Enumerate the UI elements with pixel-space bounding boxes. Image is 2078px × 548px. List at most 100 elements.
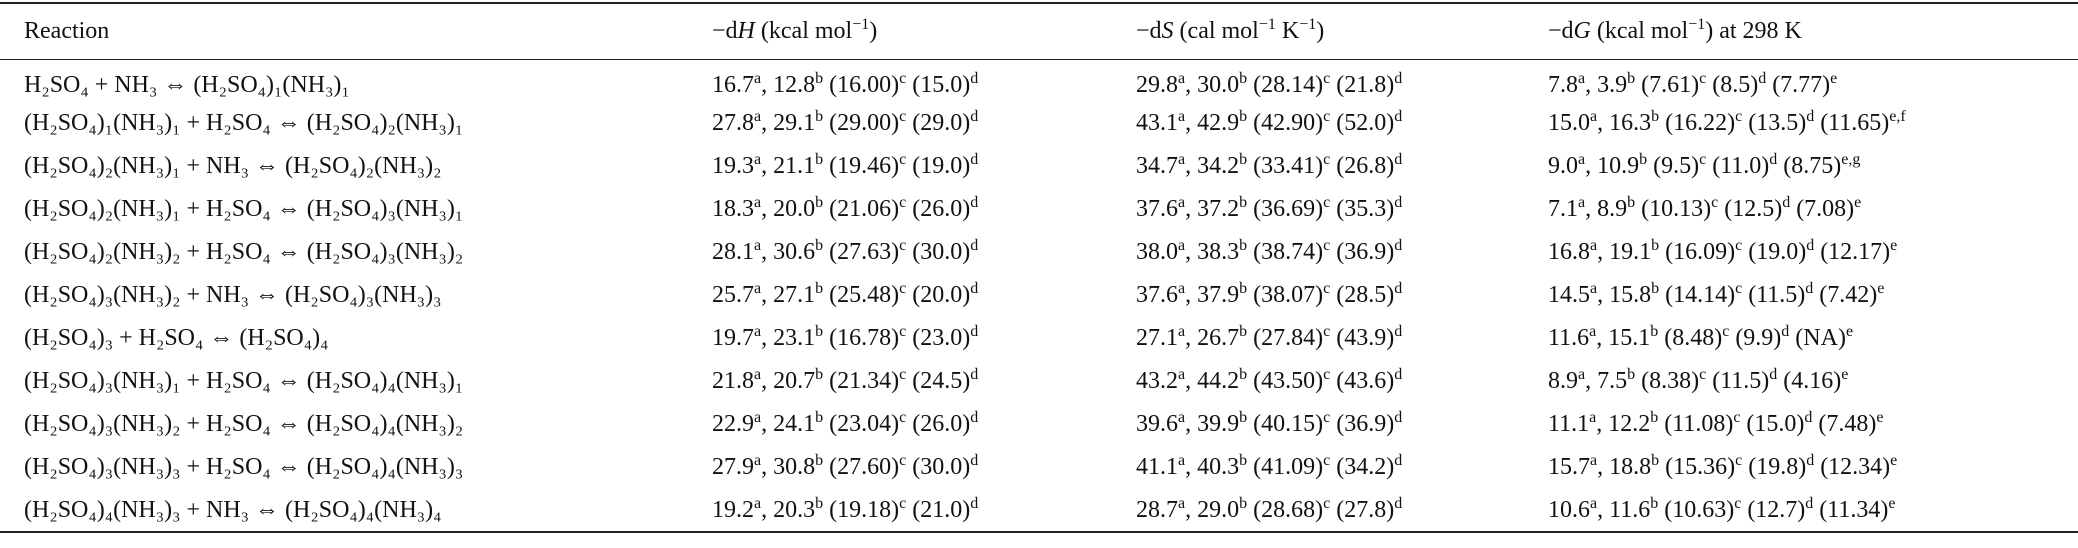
value-text: (35.3) <box>1330 196 1395 222</box>
value-text: , 42.9 <box>1185 110 1240 136</box>
reaction-cell: (H₂SO₄)₂(NH₃)₁ + NH₃ ⇔ (H₂SO₄)₂(NH₃)₂ <box>24 153 442 179</box>
footnote-mark: c <box>1699 151 1707 168</box>
value-cell: 21.8a, 20.7b (21.34)c (24.5)d <box>688 360 1112 403</box>
footnote-mark: a <box>1178 452 1186 469</box>
footnote-mark: c <box>1323 366 1331 383</box>
footnote-mark: c <box>899 452 907 469</box>
value-cell: 11.1a, 12.2b (11.08)c (15.0)d (7.48)e <box>1524 403 2078 446</box>
footnote-mark: a <box>1590 452 1598 469</box>
footnote-mark: d <box>1394 280 1403 297</box>
value-text: (11.08) <box>1658 411 1734 437</box>
footnote-mark: b <box>815 151 824 168</box>
footnote-mark: e <box>1841 366 1849 383</box>
value-text: , 19.1 <box>1597 239 1652 265</box>
header-text: ) at 298 K <box>1705 17 1802 44</box>
value-text: (43.6) <box>1330 368 1395 394</box>
value-cell: 14.5a, 15.8b (14.14)c (11.5)d (7.42)e <box>1524 274 2078 317</box>
column-header: −dH (kcal mol−1) <box>688 3 1112 59</box>
value-text: , 29.1 <box>761 110 816 136</box>
value-text: (29.00) <box>823 110 900 136</box>
footnote-mark: c <box>899 366 907 383</box>
footnote-mark: d <box>1394 108 1403 125</box>
footnote-mark: b <box>1239 194 1248 211</box>
footnote-mark: a <box>754 409 762 426</box>
value-text: (43.50) <box>1247 368 1324 394</box>
value-text: , 20.7 <box>761 368 816 394</box>
table-row: (H₂SO₄)₂(NH₃)₂ + H₂SO₄ ⇔ (H₂SO₄)₃(NH₃)₂ 2… <box>0 231 2078 274</box>
value-text: (7.61) <box>1635 72 1700 99</box>
footnote-mark: a <box>1578 70 1586 88</box>
value-text: (8.5) <box>1706 72 1759 99</box>
footnote-mark: c <box>1323 151 1331 168</box>
footnote-mark: c <box>899 70 907 88</box>
header-text: −d <box>712 17 738 44</box>
value-text: (9.9) <box>1729 325 1782 351</box>
value-text: (4.16) <box>1777 368 1842 394</box>
footnote-mark: b <box>1639 151 1648 168</box>
value-text: (11.34) <box>1813 496 1889 523</box>
footnote-mark: e <box>1890 452 1898 469</box>
value-text: 37.6 <box>1136 282 1178 308</box>
value-cell: 43.2a, 44.2b (43.50)c (43.6)d <box>1112 360 1524 403</box>
footnote-mark: a <box>754 323 762 340</box>
header-text: G <box>1573 17 1591 44</box>
footnote-mark: a <box>1178 366 1186 383</box>
header-text: ) <box>869 17 878 44</box>
footnote-mark: c <box>1323 323 1331 340</box>
header-text: S <box>1161 17 1174 44</box>
footnote-mark: c <box>1735 108 1743 125</box>
value-text: (12.34) <box>1814 454 1891 480</box>
value-text: 11.1 <box>1548 411 1590 437</box>
table-row: (H₂SO₄)₄(NH₃)₃ + NH₃ ⇔ (H₂SO₄)₄(NH₃)₄ 19.… <box>0 489 2078 532</box>
footnote-mark: c <box>1323 194 1331 211</box>
value-cell: 25.7a, 27.1b (25.48)c (20.0)d <box>688 274 1112 317</box>
header-text: ) <box>1316 17 1325 44</box>
footnote-mark: d <box>970 323 979 340</box>
footnote-mark: b <box>1239 70 1248 88</box>
footnote-mark: d <box>1769 366 1778 383</box>
value-text: 28.7 <box>1136 496 1178 523</box>
value-cell: 39.6a, 39.9b (40.15)c (36.9)d <box>1112 403 1524 446</box>
footnote-mark: a <box>1578 151 1586 168</box>
footnote-mark: d <box>1758 70 1767 88</box>
value-text: , 15.1 <box>1596 325 1651 351</box>
value-text: , 34.2 <box>1185 153 1240 179</box>
footnote-mark: c <box>899 323 907 340</box>
footnote-mark: c <box>1722 323 1730 340</box>
value-text: (12.17) <box>1814 239 1891 265</box>
value-text: (8.48) <box>1658 325 1723 351</box>
footnote-mark: d <box>1806 108 1815 125</box>
footnote-mark: c <box>1734 494 1742 512</box>
value-text: (26.8) <box>1330 153 1395 179</box>
table-row: (H₂SO₄)₃(NH₃)₃ + H₂SO₄ ⇔ (H₂SO₄)₄(NH₃)₃ 2… <box>0 446 2078 489</box>
value-text: (11.5) <box>1706 368 1770 394</box>
value-text: (10.63) <box>1658 496 1735 523</box>
footnote-mark: c <box>899 409 907 426</box>
value-cell: 16.8a, 19.1b (16.09)c (19.0)d (12.17)e <box>1524 231 2078 274</box>
reaction-cell: H₂SO₄ + NH₃ ⇔ (H₂SO₄)₁(NH₃)₁ <box>24 72 350 99</box>
footnote-mark: b <box>1651 280 1660 297</box>
value-text: (19.18) <box>823 496 900 523</box>
footnote-mark: d <box>1805 280 1814 297</box>
value-cell: 19.7a, 23.1b (16.78)c (23.0)d <box>688 317 1112 360</box>
value-text: (21.06) <box>823 196 900 222</box>
table-row: (H₂SO₄)₁(NH₃)₁ + H₂SO₄ ⇔ (H₂SO₄)₂(NH₃)₁ 2… <box>0 102 2078 145</box>
footnote-mark: b <box>815 409 824 426</box>
value-cell: 27.8a, 29.1b (29.00)c (29.0)d <box>688 102 1112 145</box>
value-text: , 40.3 <box>1185 454 1240 480</box>
footnote-mark: a <box>1178 70 1186 88</box>
footnote-mark: b <box>1239 452 1248 469</box>
value-text: (27.84) <box>1247 325 1324 351</box>
header-text: (kcal mol <box>754 17 853 44</box>
footnote-mark: b <box>1627 366 1636 383</box>
footnote-mark: c <box>1711 194 1719 211</box>
value-text: (25.48) <box>823 282 900 308</box>
value-text: (21.8) <box>1330 72 1395 99</box>
footnote-mark: a <box>1590 237 1598 254</box>
footnote-mark: a <box>1589 323 1597 340</box>
footnote-mark: b <box>815 237 824 254</box>
footnote-mark: c <box>1323 280 1331 297</box>
value-text: , 20.3 <box>761 496 816 523</box>
header-text: K <box>1275 17 1300 44</box>
value-text: (52.0) <box>1330 110 1395 136</box>
